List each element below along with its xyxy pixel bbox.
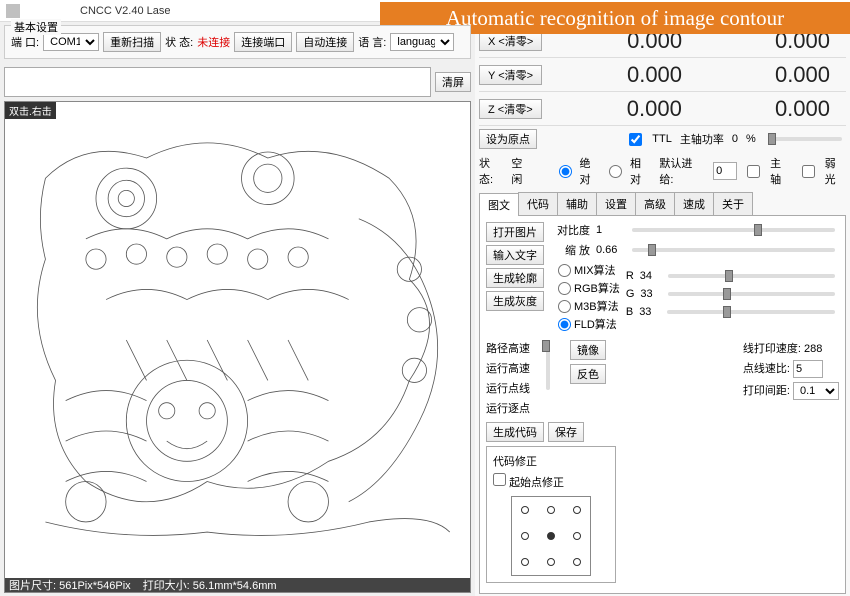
input-text-button[interactable]: 输入文字 xyxy=(486,245,544,265)
canvas-hint: 双击.右击 xyxy=(5,102,56,119)
tab-settings[interactable]: 设置 xyxy=(596,192,636,215)
coord-z1: 0.000 xyxy=(550,96,698,122)
rescan-button[interactable]: 重新扫描 xyxy=(103,32,161,52)
basic-settings-title: 基本设置 xyxy=(11,19,61,35)
algo-mix-radio[interactable] xyxy=(558,264,571,277)
preview-canvas[interactable]: 双击.右击 xyxy=(4,101,471,593)
tab-advanced[interactable]: 高级 xyxy=(635,192,675,215)
algo-rgb-radio[interactable] xyxy=(558,282,571,295)
tab-quick[interactable]: 速成 xyxy=(674,192,714,215)
zero-y-button[interactable]: Y <清零> xyxy=(479,65,542,85)
jog-input[interactable] xyxy=(713,162,737,180)
img-size: 图片尺寸: 561Pix*546Pix xyxy=(9,577,131,593)
rel-radio[interactable] xyxy=(609,165,622,178)
code-fix-group: 代码修正 起始点修正 xyxy=(486,446,616,583)
invert-button[interactable]: 反色 xyxy=(570,364,606,384)
contrast-slider[interactable] xyxy=(632,228,835,232)
power-slider[interactable] xyxy=(768,137,842,141)
tab-bar: 图文 代码 辅助 设置 高级 速成 关于 xyxy=(479,192,846,216)
line-speed-value: 288 xyxy=(804,343,822,355)
power-label: 主轴功率 xyxy=(680,131,724,147)
status2-label: 状态: xyxy=(479,155,503,187)
tab-pane-image: 打开图片 输入文字 生成轮廓 生成灰度 对比度 1 缩 放 0.66 xyxy=(479,216,846,594)
scale-slider[interactable] xyxy=(632,248,835,252)
log-area xyxy=(4,67,431,97)
path-hi-label: 路径高速 xyxy=(486,340,530,356)
window-title: CNCC V2.40 Lase xyxy=(80,5,171,17)
status-value: 未连接 xyxy=(197,34,230,50)
gen-contour-button[interactable]: 生成轮廓 xyxy=(486,268,544,288)
speed-vslider[interactable] xyxy=(546,340,550,390)
scale-label: 缩 放 xyxy=(552,242,590,258)
jog-label: 默认进给: xyxy=(659,155,705,187)
auto-connect-button[interactable]: 自动连接 xyxy=(296,32,354,52)
port-select[interactable]: COM1 xyxy=(43,33,99,51)
contrast-value: 1 xyxy=(596,224,622,236)
clear-log-button[interactable]: 清屏 xyxy=(435,72,471,92)
set-origin-button[interactable]: 设为原点 xyxy=(479,129,537,149)
mirror-button[interactable]: 镜像 xyxy=(570,340,606,360)
tab-about[interactable]: 关于 xyxy=(713,192,753,215)
origin-row2: 状态: 空闲 绝对 相对 默认进给: 主轴 弱光 xyxy=(479,152,846,190)
app-icon xyxy=(6,4,20,18)
scale-value: 0.66 xyxy=(596,244,622,256)
g-slider[interactable] xyxy=(668,292,835,296)
ttl-label: TTL xyxy=(652,133,672,145)
pct-label: % xyxy=(746,133,756,145)
tab-image[interactable]: 图文 xyxy=(479,193,519,216)
code-fix-title: 代码修正 xyxy=(493,456,537,468)
algo-m3b-radio[interactable] xyxy=(558,300,571,313)
contrast-label: 对比度 xyxy=(552,222,590,238)
coord-z2: 0.000 xyxy=(698,96,846,122)
tab-assist[interactable]: 辅助 xyxy=(557,192,597,215)
gen-gray-button[interactable]: 生成灰度 xyxy=(486,291,544,311)
origin-dot-grid[interactable] xyxy=(511,496,591,576)
gap-label: 打印间距: xyxy=(743,385,790,397)
b-slider[interactable] xyxy=(667,310,835,314)
basic-settings-group: 基本设置 端 口: COM1 重新扫描 状 态: 未连接 连接端口 自动连接 语… xyxy=(4,25,471,59)
spindle-checkbox[interactable] xyxy=(747,165,760,178)
port-label: 端 口: xyxy=(11,34,39,50)
print-size: 打印大小: 56.1mm*54.6mm xyxy=(143,577,277,593)
abs-radio[interactable] xyxy=(559,165,572,178)
run-dot-label: 运行点线 xyxy=(486,380,530,396)
dot-ratio-input[interactable] xyxy=(793,360,823,378)
algo-fld-radio[interactable] xyxy=(558,318,571,331)
abs-label: 绝对 xyxy=(580,155,601,187)
lang-select[interactable]: language xyxy=(390,33,454,51)
gen-code-button[interactable]: 生成代码 xyxy=(486,422,544,442)
lang-label: 语 言: xyxy=(358,34,386,50)
zero-z-button[interactable]: Z <清零> xyxy=(479,99,542,119)
ttl-checkbox[interactable] xyxy=(629,133,642,146)
line-speed-label: 线打印速度: xyxy=(743,343,801,355)
coord-y1: 0.000 xyxy=(550,62,698,88)
power-value: 0 xyxy=(732,133,738,145)
origin-fix-checkbox[interactable] xyxy=(493,473,506,486)
contour-svg xyxy=(5,102,470,578)
open-image-button[interactable]: 打开图片 xyxy=(486,222,544,242)
idle-label: 空闲 xyxy=(511,155,532,187)
coord-y2: 0.000 xyxy=(698,62,846,88)
coord-y-row: Y <清零> 0.000 0.000 xyxy=(479,58,846,92)
run-hi-label: 运行高速 xyxy=(486,360,530,376)
origin-row1: 设为原点 TTL 主轴功率 0 % xyxy=(479,126,846,152)
run-by-label: 运行逐点 xyxy=(486,400,530,416)
canvas-footer: 图片尺寸: 561Pix*546Pix 打印大小: 56.1mm*54.6mm xyxy=(5,578,470,592)
r-slider[interactable] xyxy=(668,274,835,278)
weak-checkbox[interactable] xyxy=(802,165,815,178)
gap-select[interactable]: 0.1 xyxy=(793,382,839,400)
tab-code[interactable]: 代码 xyxy=(518,192,558,215)
weak-label: 弱光 xyxy=(825,155,846,187)
save-button[interactable]: 保存 xyxy=(548,422,584,442)
dot-ratio-label: 点线速比: xyxy=(743,363,790,375)
status-label: 状 态: xyxy=(165,34,193,50)
spindle-label: 主轴 xyxy=(770,155,791,187)
coord-z-row: Z <清零> 0.000 0.000 xyxy=(479,92,846,126)
algo-group: MIX算法 RGB算法 M3B算法 FLD算法 xyxy=(558,262,620,332)
origin-fix-label: 起始点修正 xyxy=(509,477,564,489)
rel-label: 相对 xyxy=(630,155,651,187)
connect-button[interactable]: 连接端口 xyxy=(234,32,292,52)
